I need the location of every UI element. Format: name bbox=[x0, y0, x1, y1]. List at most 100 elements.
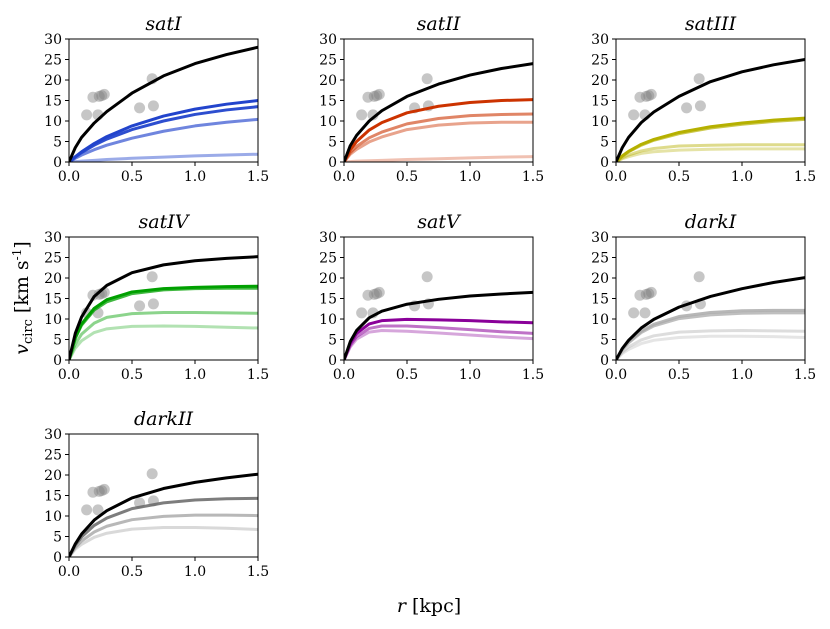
observation-point bbox=[356, 307, 368, 319]
x-tick-label: 0.5 bbox=[668, 169, 690, 185]
panel-title: satII bbox=[417, 13, 461, 35]
panel-title: darkII bbox=[134, 408, 194, 430]
y-tick-label: 5 bbox=[328, 333, 337, 349]
x-tick-label: 0.5 bbox=[668, 367, 690, 383]
observation-point bbox=[356, 109, 368, 121]
x-tick-label: 0.5 bbox=[121, 367, 143, 383]
y-tick-label: 15 bbox=[44, 94, 62, 110]
y-tick-label: 0 bbox=[600, 155, 609, 171]
observation-point bbox=[93, 288, 105, 300]
y-tick-label: 10 bbox=[44, 114, 62, 130]
y-tick-label: 30 bbox=[319, 32, 337, 48]
series-line-total bbox=[616, 276, 805, 360]
y-tick-label: 15 bbox=[44, 489, 62, 505]
panel-satIV: satIV 0.0 0.5 1.0 1.5 0 5 10 15 20 25 30 bbox=[44, 211, 269, 383]
data-layer bbox=[616, 271, 805, 360]
y-tick-label: 25 bbox=[591, 53, 609, 69]
data-layer bbox=[344, 62, 533, 162]
x-tick-label: 1.0 bbox=[184, 564, 206, 580]
observation-point bbox=[96, 485, 108, 497]
observation-point bbox=[87, 289, 99, 301]
x-tick-label: 0.0 bbox=[58, 367, 80, 383]
observation-point bbox=[640, 90, 652, 102]
y-tick-label: 25 bbox=[44, 448, 62, 464]
y-tick-label: 0 bbox=[53, 353, 62, 369]
x-tick-label: 1.0 bbox=[184, 169, 206, 185]
x-tick-label: 0.5 bbox=[396, 367, 418, 383]
series-line-total bbox=[344, 62, 533, 162]
series-line-component-3 bbox=[69, 525, 258, 557]
series-line-component-4 bbox=[616, 334, 805, 360]
observation-point bbox=[362, 289, 374, 301]
y-axis-label-symbol: v bbox=[11, 344, 33, 355]
panel-title: satIV bbox=[139, 211, 191, 233]
observation-point bbox=[98, 88, 110, 100]
y-tick-label: 5 bbox=[600, 135, 609, 151]
panel-satV: satV 0.0 0.5 1.0 1.5 0 5 10 15 20 25 30 bbox=[319, 211, 544, 383]
observation-point bbox=[147, 298, 159, 310]
observation-point bbox=[81, 504, 93, 516]
observation-point bbox=[368, 288, 380, 300]
observation-point bbox=[93, 485, 105, 497]
x-tick-label: 0.0 bbox=[58, 169, 80, 185]
y-tick-label: 25 bbox=[44, 251, 62, 267]
observation-point bbox=[373, 286, 385, 298]
observation-point bbox=[92, 504, 104, 516]
observation-point bbox=[645, 286, 657, 298]
observation-point bbox=[639, 307, 651, 319]
y-tick-label: 15 bbox=[319, 292, 337, 308]
y-tick-label: 30 bbox=[44, 427, 62, 443]
series-line-component-1 bbox=[344, 317, 533, 360]
series-line-component-3 bbox=[344, 328, 533, 360]
x-tick-label: 0.0 bbox=[333, 169, 355, 185]
panel-darkII: darkII 0.0 0.5 1.0 1.5 0 5 10 15 20 25 30 bbox=[44, 408, 269, 580]
y-tick-label: 0 bbox=[328, 353, 337, 369]
y-tick-label: 5 bbox=[53, 333, 62, 349]
x-tick-label: 1.5 bbox=[522, 169, 544, 185]
series-line-total bbox=[69, 255, 258, 360]
x-tick-label: 1.0 bbox=[731, 169, 753, 185]
y-axis-label-subscript: circ bbox=[21, 319, 36, 344]
y-tick-label: 15 bbox=[44, 292, 62, 308]
observation-point bbox=[368, 90, 380, 102]
series-line-component-4 bbox=[69, 324, 258, 360]
series-line-component-2 bbox=[69, 513, 258, 557]
x-axis-label-unit: [kpc] bbox=[406, 595, 461, 617]
observation-point bbox=[134, 300, 146, 312]
panels-group: satI 0.0 0.5 1.0 1.5 0 5 10 15 20 25 30 satII 0.0 0.5 1… bbox=[44, 13, 816, 580]
y-tick-label: 10 bbox=[44, 509, 62, 525]
observation-point bbox=[634, 91, 646, 103]
observation-point bbox=[634, 289, 646, 301]
observation-point bbox=[87, 91, 99, 103]
observation-point bbox=[373, 88, 385, 100]
series-line-component-4 bbox=[69, 152, 258, 162]
series-line-total bbox=[69, 45, 258, 162]
y-axis-label-bracket: ] bbox=[11, 241, 33, 248]
series-line-component-1 bbox=[69, 284, 258, 360]
observation-point bbox=[371, 288, 383, 300]
observation-point bbox=[681, 102, 693, 114]
x-tick-label: 0.0 bbox=[58, 564, 80, 580]
series-line-component-3 bbox=[616, 328, 805, 360]
x-tick-label: 1.5 bbox=[247, 367, 269, 383]
panel-title: satI bbox=[145, 13, 182, 35]
y-tick-label: 20 bbox=[44, 271, 62, 287]
x-tick-label: 1.0 bbox=[459, 367, 481, 383]
data-layer bbox=[69, 255, 258, 360]
series-line-component-1 bbox=[616, 116, 805, 162]
x-axis-label-symbol: r bbox=[397, 595, 408, 617]
observation-point bbox=[146, 271, 158, 283]
y-axis-label-unit: [km s bbox=[11, 260, 33, 319]
y-tick-label: 15 bbox=[591, 94, 609, 110]
y-tick-label: 20 bbox=[319, 73, 337, 89]
y-tick-label: 30 bbox=[44, 32, 62, 48]
panel-title: satV bbox=[417, 211, 462, 233]
series-line-total bbox=[344, 290, 533, 360]
observation-point bbox=[98, 483, 110, 495]
observation-point bbox=[643, 288, 655, 300]
y-tick-label: 0 bbox=[53, 155, 62, 171]
series-line-component-4 bbox=[616, 147, 805, 162]
panel-title: darkI bbox=[685, 211, 737, 233]
observation-point bbox=[421, 271, 433, 283]
y-axis-label-superscript: -1 bbox=[10, 249, 24, 261]
